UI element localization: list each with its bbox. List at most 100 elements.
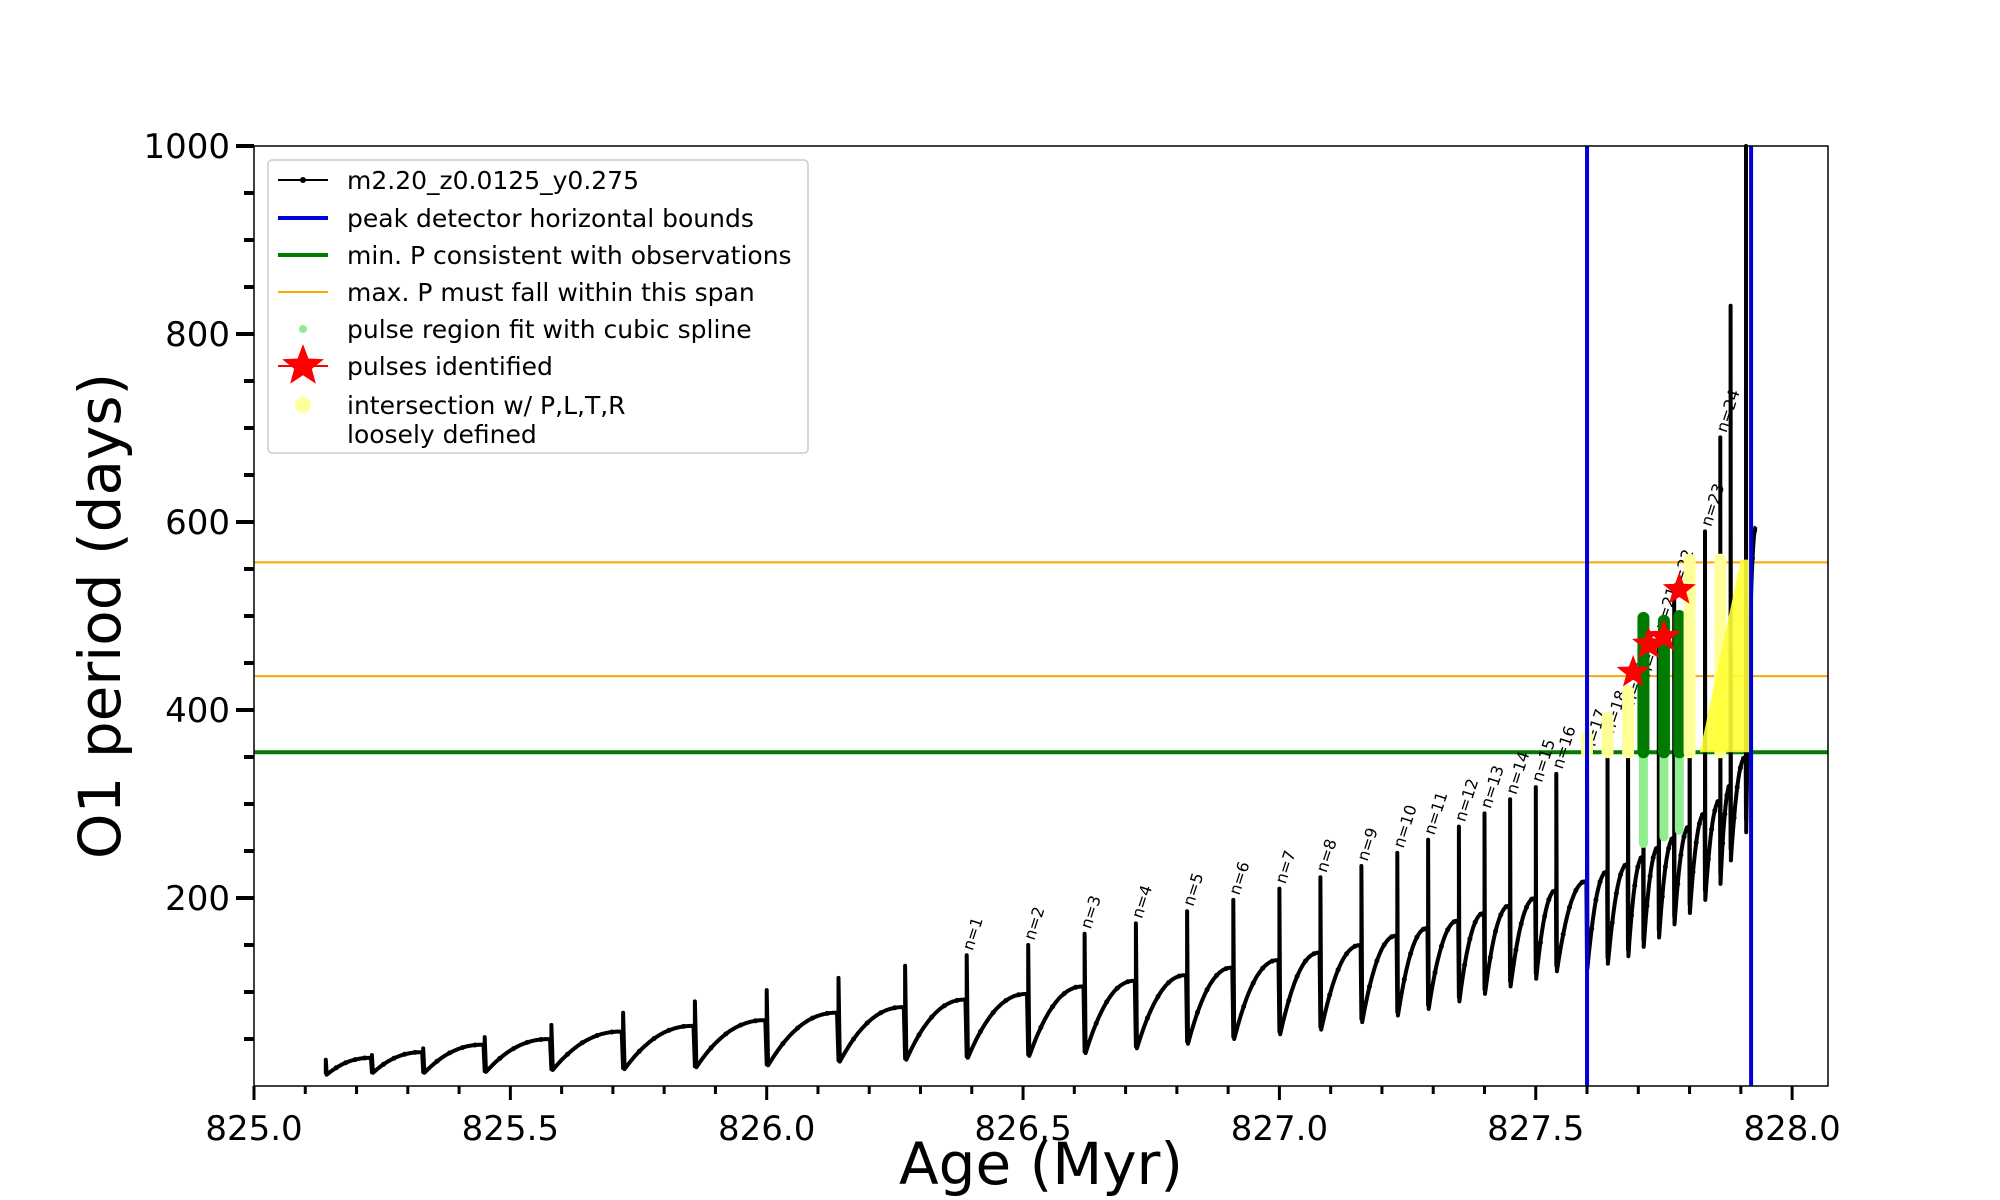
series-point — [594, 1033, 600, 1038]
series-point — [497, 1055, 503, 1061]
series-point — [1093, 1020, 1099, 1026]
series-point — [1061, 991, 1067, 997]
series-point — [1622, 863, 1628, 868]
series-point — [402, 1051, 408, 1057]
series-point — [651, 1036, 657, 1041]
legend-label: pulses identified — [347, 352, 553, 381]
series-point — [723, 1031, 729, 1037]
series-point — [1542, 913, 1548, 919]
series-point — [1467, 936, 1473, 942]
series-point — [1629, 912, 1634, 918]
pulse-label: n=6 — [1225, 859, 1253, 897]
series-point — [1144, 1015, 1150, 1021]
series-point — [391, 1055, 397, 1061]
series-point — [1741, 755, 1747, 761]
series-point — [1726, 784, 1732, 790]
pulse-label: n=1 — [958, 915, 986, 953]
pulse-label: n=11 — [1420, 789, 1452, 837]
pulse-label: n=4 — [1128, 883, 1156, 921]
series-point — [447, 1050, 453, 1056]
series-point — [1737, 765, 1743, 771]
series-point — [824, 1010, 830, 1016]
series-point — [1223, 966, 1229, 972]
x-tick-label: 826.0 — [718, 1109, 815, 1149]
series-point — [1537, 940, 1543, 945]
series-point — [1632, 883, 1638, 889]
legend-label: m2.20_z0.0125_y0.275 — [347, 166, 639, 195]
y-tick-label: 200 — [165, 879, 230, 919]
series-point — [1335, 967, 1341, 973]
series-point — [1724, 792, 1730, 798]
legend-entry: pulse region fit with cubic spline — [299, 315, 752, 344]
pulse-label: n=5 — [1179, 870, 1207, 908]
series-point — [1214, 973, 1219, 978]
series-point — [1659, 894, 1665, 899]
series-point — [1445, 927, 1451, 933]
series-point — [472, 1042, 478, 1048]
pulse-label: n=10 — [1389, 802, 1421, 850]
series-point — [511, 1046, 516, 1052]
series-point — [1294, 973, 1300, 979]
series-point — [1681, 834, 1687, 840]
series-m2-20-line — [323, 144, 1758, 1077]
series-point — [1693, 840, 1699, 845]
series-point — [1546, 897, 1552, 903]
series-point — [1638, 855, 1644, 861]
series-point — [1669, 836, 1675, 842]
legend-label: peak detector horizontal bounds — [347, 204, 754, 233]
series-point — [1374, 958, 1380, 964]
pulse-identified-star — [1647, 619, 1681, 651]
intersection-fan — [1699, 559, 1752, 753]
series-point — [1408, 951, 1414, 957]
series-point — [1303, 958, 1308, 964]
y-tick-label: 800 — [165, 315, 230, 355]
series-point — [809, 1015, 815, 1021]
series-point — [1722, 811, 1728, 817]
series-point — [1451, 919, 1457, 925]
x-tick-label: 828.0 — [1743, 1109, 1840, 1149]
series-point — [1666, 845, 1672, 851]
series-point — [1038, 1024, 1044, 1030]
pulse-label: n=7 — [1271, 848, 1299, 886]
reference-lines-layer — [254, 561, 1828, 755]
series-point — [916, 1032, 922, 1038]
series-point — [459, 1045, 465, 1051]
legend-entry: pulses identified — [278, 344, 553, 384]
legend-swatch-star — [282, 344, 324, 384]
series-point — [941, 1003, 947, 1009]
series-point — [708, 1045, 714, 1051]
series-point — [1752, 528, 1758, 534]
series-point — [1401, 977, 1407, 982]
series-point — [738, 1022, 744, 1028]
series-point — [978, 1029, 983, 1034]
series-point — [1609, 920, 1615, 926]
series-point — [1204, 987, 1210, 993]
series-point — [565, 1051, 571, 1057]
series-point — [1618, 872, 1624, 877]
series-point — [1560, 931, 1566, 937]
series-point — [1478, 911, 1483, 917]
series-point — [1438, 943, 1444, 949]
series-point — [1503, 904, 1509, 910]
legend-label: pulse region fit with cubic spline — [347, 315, 752, 344]
series-point — [795, 1025, 801, 1031]
series-point — [681, 1023, 687, 1029]
series-point — [1493, 928, 1498, 934]
series-point — [1166, 980, 1171, 986]
legend-entry: peak detector horizontal bounds — [278, 204, 754, 233]
series-point — [1195, 1009, 1200, 1015]
y-tick-label: 600 — [165, 503, 230, 543]
series-point — [1518, 921, 1524, 927]
series-point — [1573, 887, 1579, 893]
x-tick-label: 827.5 — [1487, 1109, 1584, 1149]
series-point — [1050, 1004, 1055, 1010]
series-point — [1712, 808, 1718, 814]
series-point — [1700, 812, 1705, 818]
series-point — [1269, 958, 1275, 964]
x-axis-label: Age (Myr) — [899, 1130, 1183, 1198]
series-point — [1104, 999, 1110, 1005]
series-point — [1550, 889, 1556, 895]
series-point — [1176, 973, 1182, 979]
series-point — [1601, 870, 1607, 876]
